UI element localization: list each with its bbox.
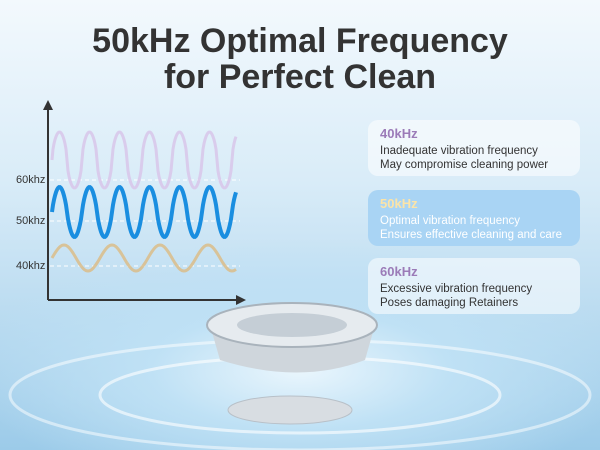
card: 40kHz Inadequate vibration frequency May… [368,120,580,176]
device-base [227,395,353,425]
card-text: Poses damaging Retainers [380,297,519,309]
wave [50,130,238,190]
axis-label: 50khz [16,215,45,227]
card-text: Ensures effective cleaning and care [380,229,562,241]
axis-label: 60khz [16,174,45,186]
card-text: Optimal vibration frequency [380,215,520,227]
card-title: 40kHz [380,126,418,141]
title: 50kHz Optimal Frequency [92,22,508,60]
card: 60kHz Excessive vibration frequency Pose… [368,258,580,314]
card-title: 50kHz [380,196,418,211]
axis-label: 40khz [16,260,45,272]
card-text: Inadequate vibration frequency [380,145,538,157]
device-top [237,313,347,337]
wave [50,185,238,239]
wave [50,243,237,273]
title: for Perfect Clean [163,58,437,96]
card-text: Excessive vibration frequency [380,283,533,295]
card-text: May compromise cleaning power [380,159,549,171]
card: 50kHz Optimal vibration frequency Ensure… [368,190,580,246]
card-title: 60kHz [380,264,418,279]
